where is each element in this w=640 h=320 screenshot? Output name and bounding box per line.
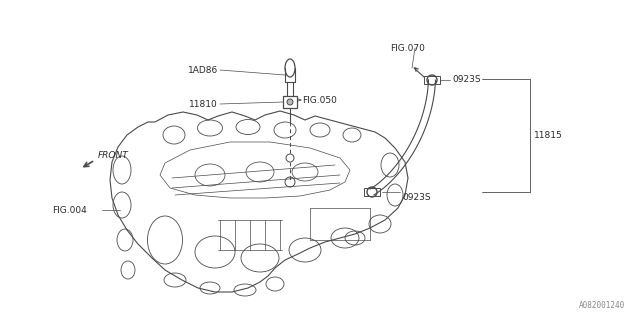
Text: 0923S: 0923S [452,75,481,84]
Text: FIG.050: FIG.050 [302,95,337,105]
Text: 11815: 11815 [534,131,563,140]
Text: 11810: 11810 [189,100,218,108]
Text: FRONT: FRONT [98,150,129,159]
Text: A082001240: A082001240 [579,301,625,310]
Text: FIG.070: FIG.070 [390,44,425,52]
Text: 0923S: 0923S [402,193,431,202]
Text: 1AD86: 1AD86 [188,66,218,75]
Circle shape [287,99,293,105]
Text: FIG.004: FIG.004 [52,205,87,214]
